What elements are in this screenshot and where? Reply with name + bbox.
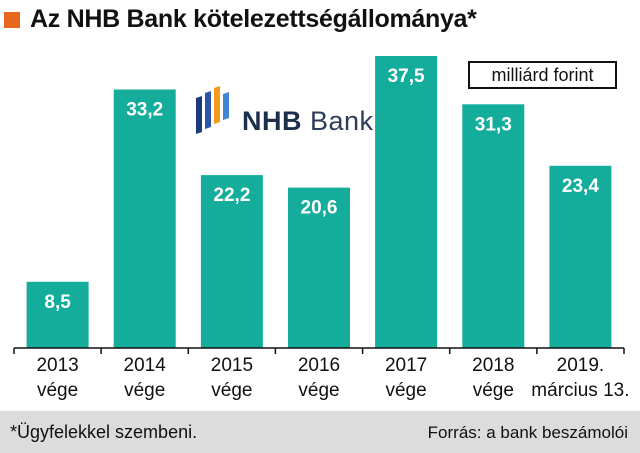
unit-label-box: milliárd forint bbox=[468, 61, 617, 89]
bar bbox=[462, 104, 525, 348]
bar bbox=[549, 165, 612, 348]
bar-value-label: 20,6 bbox=[301, 198, 338, 219]
x-tick-label: vége bbox=[37, 380, 78, 401]
x-tick-label: 2017 bbox=[385, 355, 427, 376]
x-tick-label: 2018 bbox=[472, 355, 514, 376]
x-tick-label: 2016 bbox=[298, 355, 340, 376]
bar bbox=[113, 89, 176, 348]
logo-text-nhb: NHB bbox=[242, 106, 302, 136]
bar-chart: 8,5 2013 vége 33,2 2014 vége 22,2 2015 vége 20,6 2… bbox=[13, 56, 630, 401]
footer-bar: *Ügyfelekkel szembeni. Forrás: a bank be… bbox=[0, 411, 640, 453]
logo-text-bank: Bank bbox=[310, 106, 374, 136]
bar-value-label: 22,2 bbox=[213, 185, 250, 206]
x-tick-label: vége bbox=[298, 380, 339, 401]
nhb-logo-mark-icon bbox=[196, 86, 229, 134]
nhb-bank-logo: NHB Bank bbox=[194, 84, 373, 136]
x-tick-label: 2014 bbox=[124, 355, 167, 376]
chart-title: Az NHB Bank kötelezettségállománya* bbox=[30, 5, 477, 33]
x-tick-label: 2019. bbox=[557, 355, 605, 376]
x-tick-label: 2015 bbox=[211, 355, 253, 376]
x-tick-label: vége bbox=[124, 380, 165, 401]
title-accent-square bbox=[4, 12, 20, 28]
bar-value-label: 23,4 bbox=[562, 176, 599, 197]
x-tick-label: 2013 bbox=[36, 355, 78, 376]
bar bbox=[375, 56, 438, 348]
x-tick-label: vége bbox=[473, 380, 514, 401]
chart-header: Az NHB Bank kötelezettségállománya* bbox=[0, 0, 640, 44]
bar bbox=[200, 175, 263, 348]
x-tick-label: vége bbox=[385, 380, 426, 401]
bar bbox=[26, 281, 89, 348]
bar-value-label: 37,5 bbox=[388, 66, 425, 87]
bar-value-label: 33,2 bbox=[126, 100, 163, 121]
x-tick-label: vége bbox=[211, 380, 252, 401]
bar bbox=[288, 187, 350, 348]
footnote: *Ügyfelekkel szembeni. bbox=[10, 422, 198, 442]
bar-value-label: 31,3 bbox=[475, 114, 512, 135]
source-note: Forrás: a bank beszámolói bbox=[427, 423, 628, 442]
logo-wordmark: NHB Bank bbox=[242, 106, 374, 137]
bar-value-label: 8,5 bbox=[44, 292, 71, 313]
unit-label: milliárd forint bbox=[491, 64, 594, 85]
x-tick-label: március 13. bbox=[531, 380, 629, 401]
